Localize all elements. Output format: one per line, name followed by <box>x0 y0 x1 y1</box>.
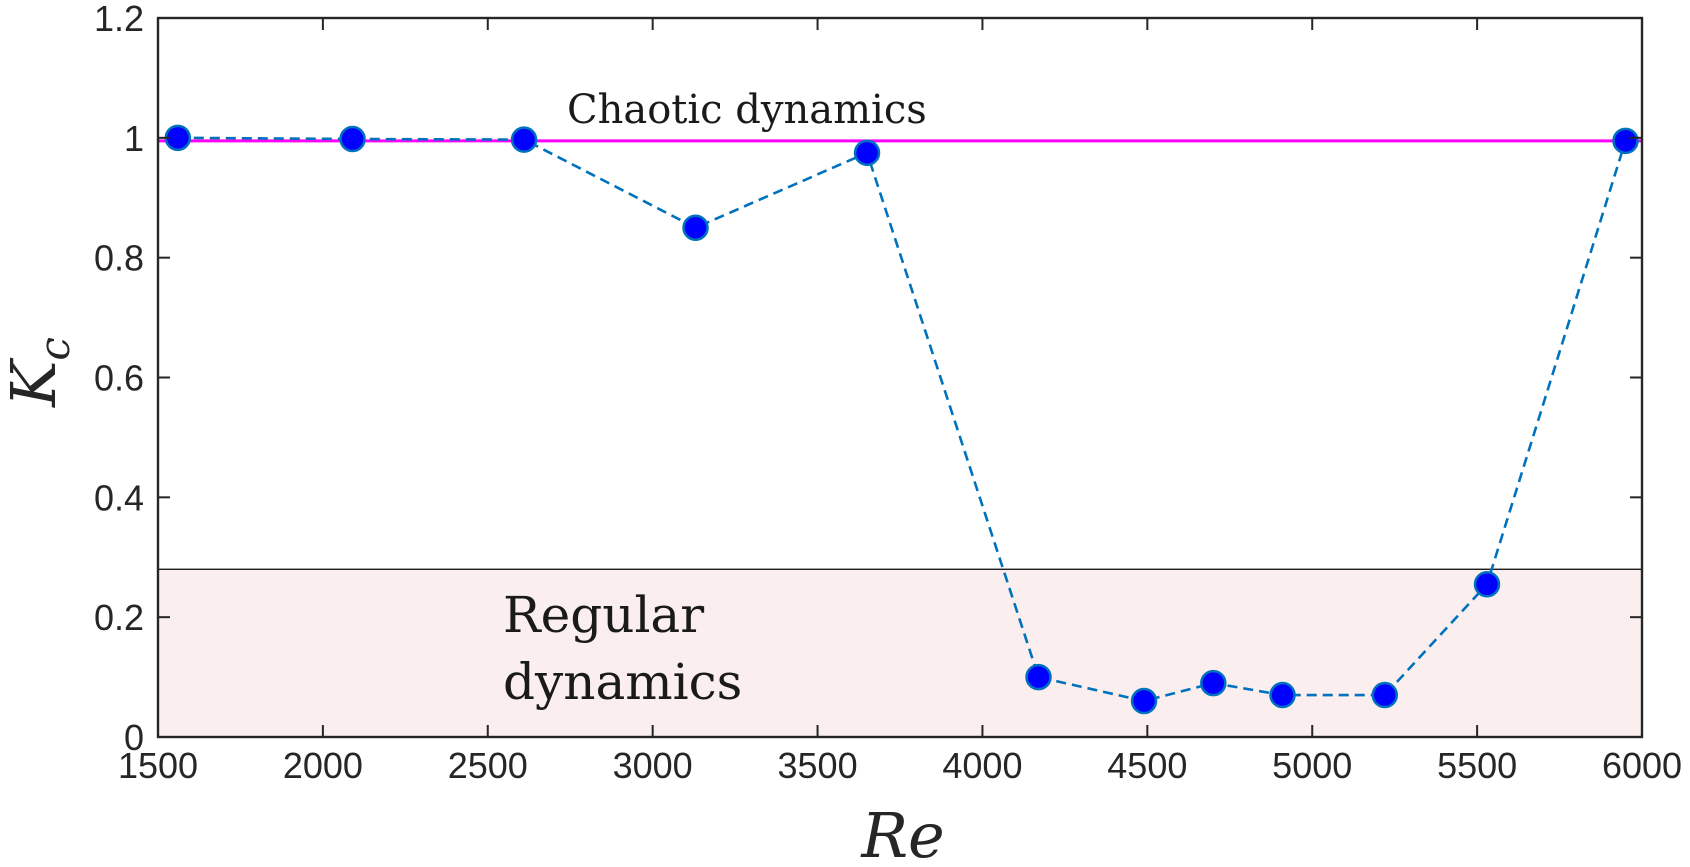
y-tick-label: 0.6 <box>94 358 144 399</box>
x-axis-title: Re <box>860 799 944 867</box>
regular-dynamics-label-line2: dynamics <box>503 653 742 711</box>
svg-text:Kc: Kc <box>0 337 79 408</box>
regular-dynamics-region <box>158 568 1642 737</box>
y-axis-title-sub: c <box>30 337 79 361</box>
data-point <box>1025 663 1052 691</box>
y-tick-label: 1 <box>124 118 144 159</box>
data-point <box>682 214 709 241</box>
data-point <box>510 126 538 153</box>
x-tick-label: 2500 <box>448 745 528 786</box>
y-tick-label: 1.2 <box>94 0 144 39</box>
x-tick-label: 1500 <box>118 745 198 786</box>
data-point <box>1473 570 1501 598</box>
x-tick-label: 3000 <box>613 745 693 786</box>
data-point <box>853 139 881 167</box>
y-tick-label: 0 <box>124 717 144 758</box>
y-tick-label: 0.4 <box>94 477 144 518</box>
axes: 1500 2000 2500 3000 3500 4000 4500 5000 5500 6000… <box>94 0 1682 786</box>
data-point <box>1612 127 1639 155</box>
regular-region-fill <box>158 569 1642 737</box>
data-point <box>1130 687 1158 715</box>
x-tick-label: 5000 <box>1272 745 1352 786</box>
x-tick-label: 4500 <box>1107 745 1187 786</box>
x-tick-label: 6000 <box>1602 745 1682 786</box>
y-axis-title-main: K <box>0 357 70 408</box>
chaotic-dynamics-label: Chaotic dynamics <box>567 87 927 133</box>
x-tick-label: 3500 <box>778 745 858 786</box>
series-kc <box>164 124 1639 715</box>
labels: Chaotic dynamics Regular dynamics Re Kc <box>0 87 945 867</box>
y-tick-label: 0.2 <box>94 597 144 638</box>
regular-dynamics-label-line1: Regular <box>503 586 704 644</box>
x-tick-label: 2000 <box>283 745 363 786</box>
y-tick-label: 0.8 <box>94 238 144 279</box>
data-point <box>1269 681 1296 709</box>
x-tick-label: 5500 <box>1437 745 1517 786</box>
data-point <box>339 125 366 153</box>
series-line <box>177 136 1627 703</box>
data-point <box>1200 669 1227 697</box>
x-tick-label: 4000 <box>942 745 1022 786</box>
data-point <box>1371 681 1399 709</box>
y-axis-title: Kc <box>0 337 79 408</box>
